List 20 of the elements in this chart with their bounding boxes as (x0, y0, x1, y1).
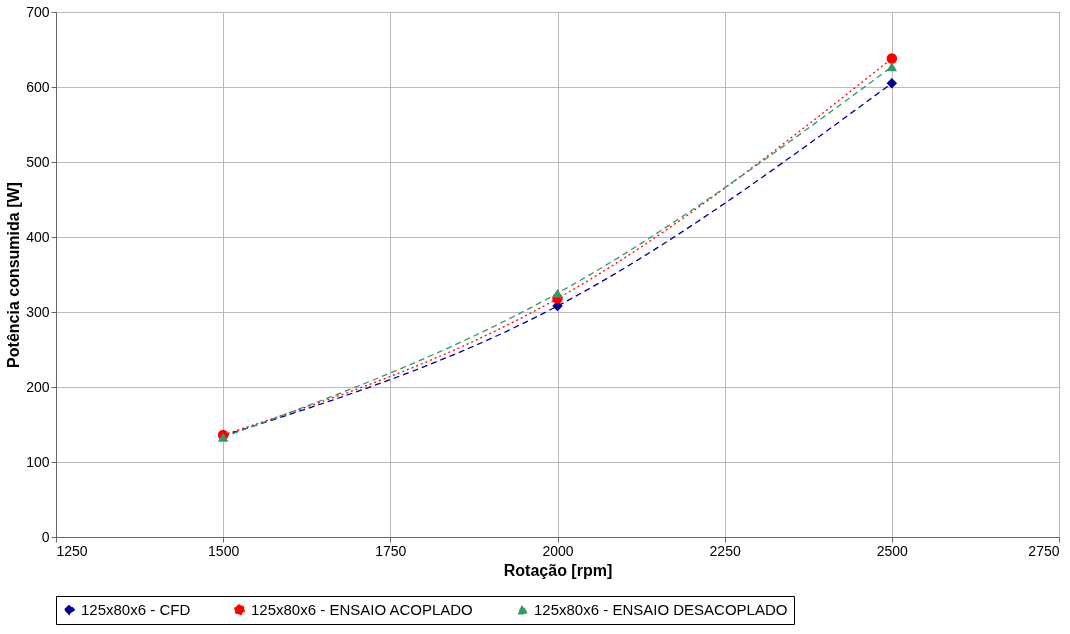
y-tick-label: 500 (26, 153, 50, 170)
legend-label: 125x80x6 - ENSAIO ACOPLADO (251, 600, 473, 618)
x-tick-label: 2250 (709, 542, 741, 559)
x-tick-label: 1500 (208, 542, 240, 559)
x-axis-title: Rotação [rpm] (503, 561, 613, 579)
y-tick-label: 100 (26, 453, 50, 470)
y-tick-label: 700 (26, 3, 50, 20)
legend-label: 125x80x6 - CFD (81, 600, 191, 618)
x-tick-label: 1250 (56, 542, 88, 559)
y-tick-label: 600 (26, 78, 50, 95)
y-tick-label: 300 (26, 303, 50, 320)
y-tick-label: 0 (41, 528, 50, 545)
y-tick-label: 400 (26, 228, 50, 245)
x-tick-label: 2500 (876, 542, 909, 559)
legend-label: 125x80x6 - ENSAIO DESACOPLADO (534, 600, 788, 618)
x-tick-label: 2000 (542, 542, 574, 559)
y-tick-label: 200 (26, 378, 50, 395)
x-tick-label: 2750 (1028, 542, 1060, 559)
x-tick-label: 1750 (375, 542, 407, 559)
y-axis-title: Potência consumida [W] (5, 182, 23, 368)
